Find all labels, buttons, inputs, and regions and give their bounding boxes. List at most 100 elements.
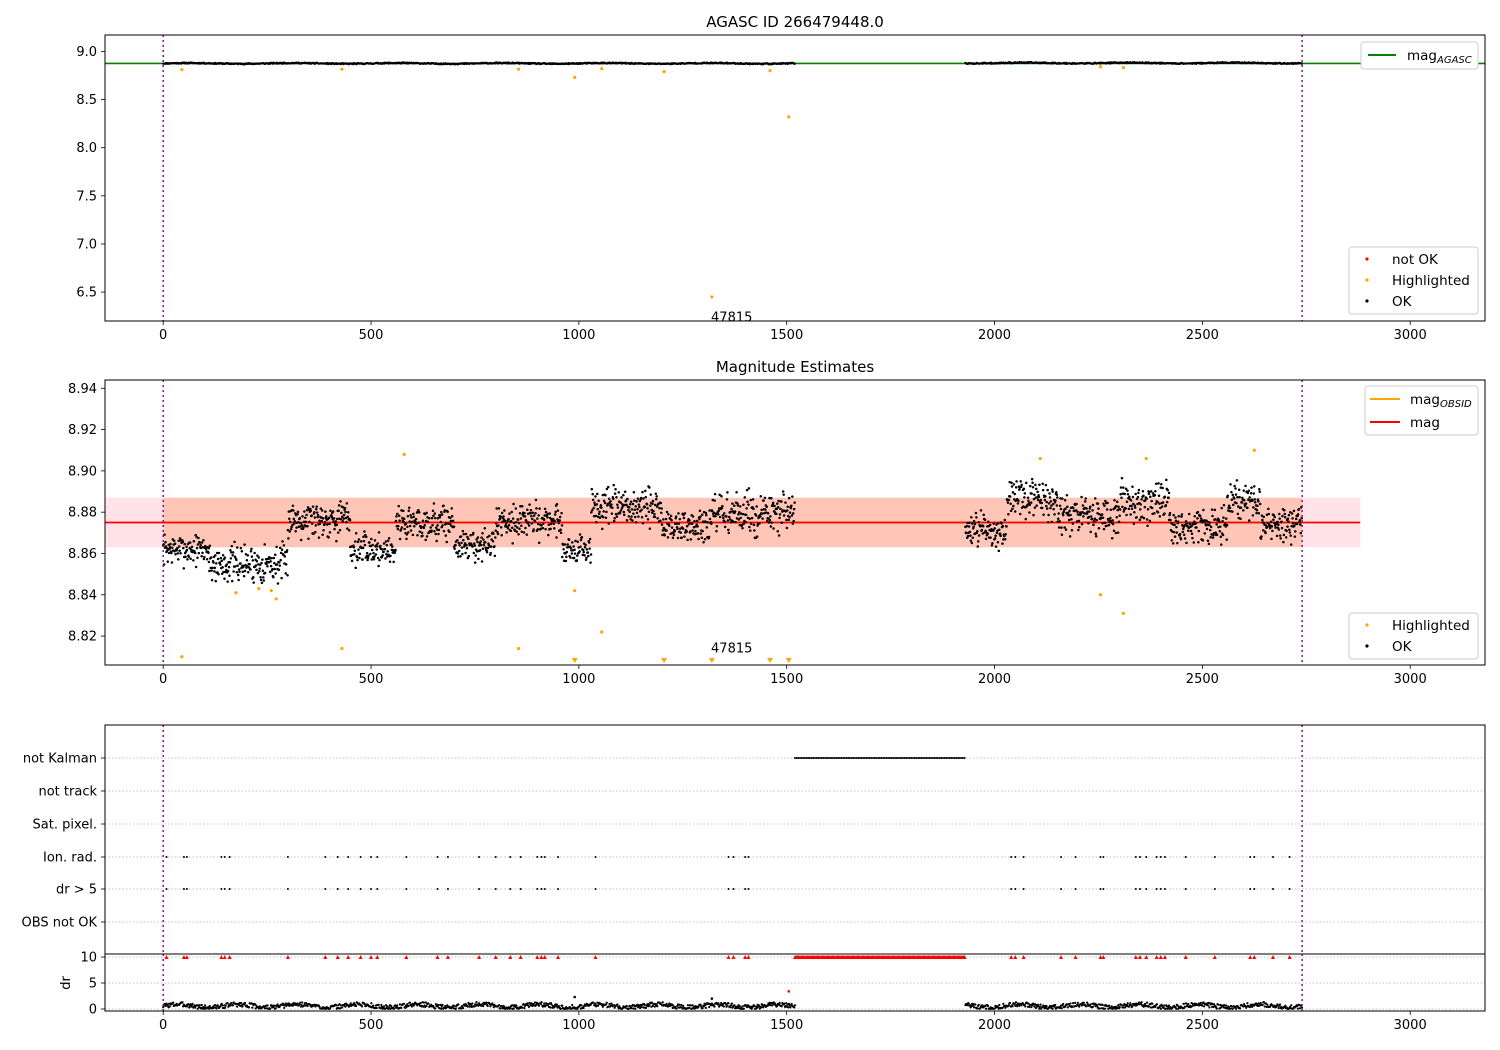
ok-estimate-point xyxy=(345,520,348,524)
flag-point xyxy=(228,888,231,890)
ok-estimate-point xyxy=(528,503,531,506)
dr-point xyxy=(515,1004,518,1007)
ok-estimate-point xyxy=(520,505,524,508)
ok-estimate-point xyxy=(1009,502,1012,505)
ok-estimate-point xyxy=(407,531,410,534)
ok-estimate-point xyxy=(1094,497,1097,500)
flag-point xyxy=(852,757,855,759)
ok-estimate-point xyxy=(662,518,665,521)
ok-estimate-point xyxy=(426,520,430,524)
ok-estimate-point xyxy=(1136,495,1140,499)
ok-estimate-point xyxy=(466,556,470,560)
ok-estimate-point xyxy=(1027,499,1030,503)
dr-point xyxy=(466,1005,469,1008)
flag-point xyxy=(935,757,938,759)
dr-point xyxy=(753,1004,756,1008)
dr-point xyxy=(780,1005,783,1008)
ok-estimate-point xyxy=(209,556,213,559)
ok-estimate-point xyxy=(623,490,627,493)
ok-estimate-point xyxy=(718,515,722,519)
ok-estimate-point xyxy=(715,525,719,528)
dr-point xyxy=(460,1007,463,1010)
ok-estimate-point xyxy=(1130,507,1134,511)
ok-estimate-point xyxy=(299,538,303,542)
ok-estimate-point xyxy=(505,531,508,534)
ok-estimate-point xyxy=(705,526,709,529)
panel-2-ytick-label: 8.86 xyxy=(68,547,97,562)
highlighted-point xyxy=(1121,65,1125,70)
ok-estimate-point xyxy=(1153,494,1157,497)
ok-estimate-point xyxy=(1094,532,1097,535)
ok-estimate-point xyxy=(1197,541,1200,544)
ok-estimate-point xyxy=(375,548,379,551)
panel-1-frame xyxy=(104,34,1486,322)
ok-estimate-point xyxy=(480,560,484,563)
ok-estimate-point xyxy=(623,503,626,507)
ok-estimate-point xyxy=(636,497,640,500)
ok-estimate-point xyxy=(752,523,756,527)
dr-point xyxy=(793,1006,796,1009)
ok-estimate-point xyxy=(717,509,720,513)
ok-estimate-point xyxy=(450,507,453,510)
ok-estimate-point xyxy=(196,543,200,546)
ok-estimate-point xyxy=(339,518,343,521)
ok-estimate-point xyxy=(543,514,546,517)
ok-estimate-point xyxy=(1031,485,1035,489)
ok-estimate-point xyxy=(1018,488,1021,491)
ok-estimate-point xyxy=(541,526,545,530)
ok-estimate-point xyxy=(1185,541,1188,545)
ok-estimate-point xyxy=(1087,515,1091,519)
dr-point xyxy=(697,1005,700,1008)
dr-point xyxy=(1038,1007,1041,1010)
ok-estimate-point xyxy=(237,568,241,571)
ok-estimate-point xyxy=(1203,532,1207,535)
ok-estimate-point xyxy=(1190,532,1194,535)
ok-estimate-point xyxy=(291,504,295,508)
ok-estimate-point xyxy=(689,530,692,533)
ok-estimate-point xyxy=(1118,514,1121,517)
ok-estimate-point xyxy=(359,540,363,543)
ok-estimate-point xyxy=(971,522,974,525)
dr-point xyxy=(627,1007,630,1010)
ok-estimate-point xyxy=(373,555,376,558)
ok-estimate-point xyxy=(1093,517,1097,521)
ok-estimate-point xyxy=(461,529,465,533)
ok-estimate-point xyxy=(336,531,340,534)
flag-point xyxy=(794,757,796,759)
ok-estimate-point xyxy=(614,488,617,491)
ok-estimate-point xyxy=(1286,525,1289,528)
ok-estimate-point xyxy=(660,507,663,510)
ok-estimate-point xyxy=(414,517,418,521)
ok-estimate-point xyxy=(362,539,366,543)
flag-point xyxy=(827,757,830,759)
ok-estimate-point xyxy=(1120,476,1124,480)
ok-estimate-point xyxy=(1286,517,1290,520)
ok-estimate-point xyxy=(540,524,543,527)
highlighted-estimate-point xyxy=(234,591,238,595)
ok-estimate-point xyxy=(1224,522,1227,526)
ok-estimate-point xyxy=(785,518,788,522)
dr-point xyxy=(741,1005,744,1008)
flag-point xyxy=(845,757,848,759)
ok-estimate-point xyxy=(1055,491,1058,494)
ok-estimate-point xyxy=(1020,483,1023,487)
ok-estimate-point xyxy=(696,525,699,528)
ok-estimate-point xyxy=(1012,483,1016,486)
ok-estimate-point xyxy=(435,539,438,543)
dr-point xyxy=(216,1004,219,1007)
ok-estimate-point xyxy=(434,526,438,529)
ok-estimate-point xyxy=(1072,506,1075,510)
ok-estimate-point xyxy=(1097,527,1101,530)
ok-estimate-point xyxy=(239,546,243,550)
dr-point xyxy=(489,1005,492,1008)
ok-estimate-point xyxy=(1030,477,1034,481)
ok-estimate-point xyxy=(440,513,444,516)
ok-estimate-point xyxy=(210,569,213,572)
ok-estimate-point xyxy=(628,506,631,509)
ok-estimate-point xyxy=(656,516,659,520)
ok-estimate-point xyxy=(460,541,463,545)
ok-estimate-point xyxy=(1039,498,1043,502)
ok-estimate-point xyxy=(437,532,440,536)
ok-estimate-point xyxy=(510,520,513,523)
ok-estimate-point xyxy=(1047,513,1050,517)
